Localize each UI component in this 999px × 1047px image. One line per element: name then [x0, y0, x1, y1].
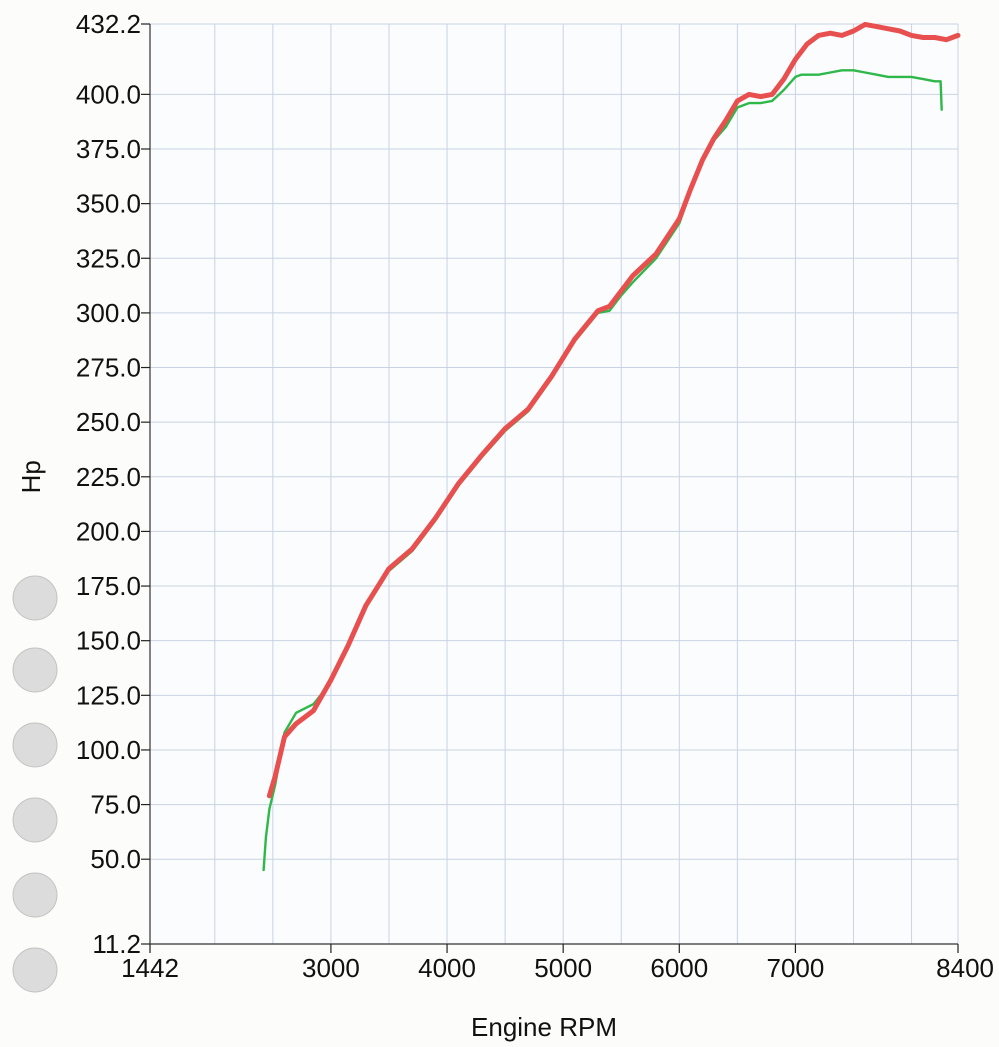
- x-tick-label: 4000: [418, 953, 476, 983]
- y-tick-label: 375.0: [76, 134, 141, 164]
- y-tick-label: 225.0: [76, 462, 141, 492]
- y-tick-label: 250.0: [76, 407, 141, 437]
- y-tick-label: 275.0: [76, 353, 141, 383]
- x-tick-label: 8400: [936, 953, 994, 983]
- series-group: [262, 21, 961, 872]
- tick-labels: 11.2 50.0 75.0 100.0 125.0 150.0 175.0 200.0 225…: [76, 9, 994, 983]
- x-tick-label: 1442: [121, 953, 179, 983]
- y-tick-label: 11.2: [92, 929, 141, 959]
- y-tick-label: 350.0: [76, 189, 141, 219]
- y-axis-title: Hp: [16, 460, 46, 493]
- y-tick-label: 432.2: [76, 9, 141, 39]
- binder-hole: [12, 722, 58, 768]
- y-tick-label: 300.0: [76, 298, 141, 328]
- x-tick-label: 6000: [650, 953, 708, 983]
- binder-hole: [12, 797, 58, 843]
- binder-hole: [12, 647, 58, 693]
- y-tick-label: 325.0: [76, 243, 141, 273]
- plot-area: [150, 24, 958, 944]
- y-tick-label: 150.0: [76, 626, 141, 656]
- series-line-red: [266, 21, 961, 799]
- y-tick-label: 200.0: [76, 516, 141, 546]
- x-tick-label: 5000: [534, 953, 592, 983]
- x-tick-label: 7000: [767, 953, 825, 983]
- binder-hole: [12, 575, 58, 621]
- x-tick-label: 3000: [302, 953, 360, 983]
- y-tick-label: 125.0: [76, 680, 141, 710]
- axes: [141, 23, 959, 953]
- y-tick-label: 75.0: [90, 790, 141, 820]
- y-tick-label: 400.0: [76, 79, 141, 109]
- y-tick-label: 50.0: [90, 844, 141, 874]
- binder-hole: [12, 872, 58, 918]
- y-tick-label: 175.0: [76, 571, 141, 601]
- y-tick-label: 100.0: [76, 735, 141, 765]
- binder-hole: [12, 947, 58, 993]
- binder-holes: [12, 575, 58, 993]
- x-axis-title: Engine RPM: [471, 1012, 617, 1042]
- plot-background: [150, 24, 958, 944]
